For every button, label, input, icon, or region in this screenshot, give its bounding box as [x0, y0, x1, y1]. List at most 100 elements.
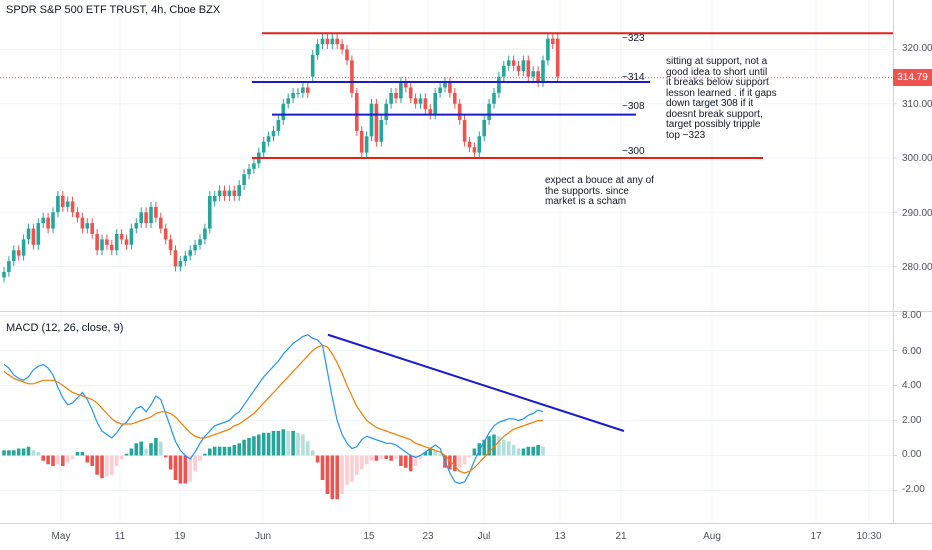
macd-histogram-bar: [541, 446, 545, 456]
candle-body: [521, 60, 526, 72]
candle-body: [247, 168, 251, 175]
macd-histogram-bar: [399, 455, 403, 466]
macd-histogram-bar: [208, 448, 212, 456]
candle-body: [36, 223, 41, 245]
candle-body: [144, 212, 148, 224]
macd-histogram-bar: [168, 455, 173, 470]
macd-histogram-bar: [222, 446, 227, 456]
candle-body: [7, 261, 11, 272]
candle-body: [379, 120, 384, 142]
macd-histogram-bar: [502, 439, 506, 456]
candle-body: [492, 92, 496, 104]
candle-body: [119, 233, 124, 240]
y-tick-label: 320.00: [902, 43, 932, 54]
candle-body: [438, 87, 442, 93]
macd-histogram-bar: [389, 455, 393, 461]
macd-histogram-bar: [61, 455, 65, 466]
macd-histogram-bar: [487, 436, 491, 456]
candle-body: [252, 163, 256, 169]
macd-histogram-bar: [144, 448, 148, 456]
macd-histogram-bar: [110, 455, 114, 475]
macd-histogram-bar: [497, 436, 501, 456]
macd-histogram-bar: [301, 434, 305, 456]
macd-histogram-bar: [306, 441, 310, 456]
candle-body: [266, 136, 271, 142]
macd-histogram-bar: [70, 455, 75, 459]
candle-body: [291, 92, 295, 99]
candle-body: [364, 136, 369, 153]
x-tick-label: 10:30: [856, 531, 882, 542]
candle-body: [16, 250, 21, 256]
candle-body: [237, 185, 241, 196]
x-tick-label: 23: [422, 531, 434, 542]
macd-histogram-bar: [266, 432, 271, 456]
macd-histogram-bar: [350, 455, 354, 482]
macd-histogram-bar: [340, 455, 344, 494]
macd-histogram-bar: [188, 455, 192, 482]
candle-body: [75, 212, 80, 218]
candle-body: [453, 92, 457, 104]
macd-histogram-bar: [492, 434, 496, 456]
macd-y-tick-label: 0.00: [902, 449, 922, 460]
y-tick-label: 280.00: [902, 262, 932, 273]
macd-histogram-bar: [261, 432, 266, 456]
macd-lines: [3, 334, 544, 485]
candle-body: [21, 239, 26, 256]
candle-body: [31, 228, 36, 245]
candle-body: [159, 217, 163, 229]
macd-histogram-bar: [482, 439, 486, 456]
candle-body: [546, 38, 550, 61]
candles: [2, 33, 560, 283]
macd-histogram-bar: [536, 445, 540, 456]
candle-body: [506, 60, 511, 66]
macd-histogram-bar: [85, 455, 90, 463]
chart-title: SPDR S&P 500 ETF TRUST, 4h, Cboe BZX: [6, 4, 221, 16]
candle-body: [555, 38, 560, 77]
macd-histogram-bar: [315, 455, 320, 463]
macd-histogram-bar: [183, 455, 188, 484]
macd-histogram-bar: [467, 455, 472, 458]
candle-body: [242, 174, 246, 186]
level-label-323: ~323: [622, 33, 645, 44]
macd-histogram-bar: [178, 455, 183, 484]
macd-histogram-bar: [408, 455, 413, 472]
macd-histogram-bar: [242, 439, 246, 456]
candle-body: [188, 250, 192, 256]
macd-histogram-bar: [227, 446, 232, 456]
candle-body: [261, 141, 266, 153]
macd-histogram-bar: [247, 438, 251, 456]
candle-body: [61, 195, 65, 207]
macd-histogram-bar: [335, 455, 339, 500]
macd-histogram-bar: [80, 452, 85, 456]
candle-body: [320, 38, 325, 45]
macd-histogram-bar: [296, 432, 300, 456]
macd-histogram-bar: [237, 443, 241, 456]
macd-histogram-bar: [46, 455, 50, 465]
macd-histogram-bar: [7, 450, 11, 456]
candle-body: [85, 223, 90, 229]
level-label-300: ~300: [622, 146, 645, 157]
macd-histogram-bar: [154, 438, 158, 456]
candle-body: [306, 87, 310, 93]
candle-body: [457, 103, 462, 121]
candle-body: [350, 60, 354, 93]
macd-histogram-bar: [198, 455, 202, 461]
macd-histogram-bar: [159, 441, 163, 456]
macd-histogram-bar: [506, 441, 511, 456]
macd-histogram-bar: [511, 445, 516, 456]
candle-body: [482, 120, 486, 137]
macd-histogram-bar: [394, 455, 398, 459]
candle-body: [335, 38, 339, 45]
macd-histogram-bar: [2, 450, 6, 456]
candle-body: [399, 82, 403, 99]
candle-body: [222, 190, 227, 196]
macd-histogram-bar: [374, 455, 379, 461]
macd-histogram-bar: [462, 455, 467, 465]
macd-histogram-bar: [521, 448, 526, 456]
macd-histogram-bar: [359, 455, 364, 470]
candle-body: [198, 239, 202, 245]
candle-body: [330, 38, 335, 45]
candle-body: [345, 49, 349, 61]
macd-histogram-bar: [217, 446, 222, 456]
